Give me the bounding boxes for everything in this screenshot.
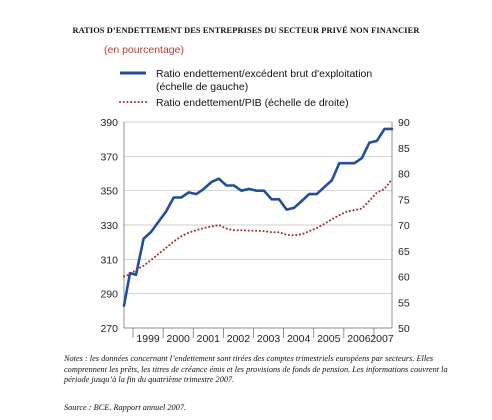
y-left-tick-label: 310 bbox=[100, 254, 118, 266]
axes: 270 290 310 330 350 370 390 50 55 60 65 70 75 80 85 90 1… bbox=[100, 117, 409, 345]
x-tick-label: 2006 bbox=[347, 333, 371, 345]
series-line-1 bbox=[122, 127, 394, 308]
legend-label-1-line2: (échelle de gauche) bbox=[156, 81, 248, 93]
x-tick-label: 2002 bbox=[227, 333, 251, 345]
y-left-tick-label: 350 bbox=[100, 186, 118, 198]
x-tick-label: 2004 bbox=[287, 333, 311, 345]
y-right-tick-label: 65 bbox=[398, 246, 410, 258]
y-right-tick-label: 80 bbox=[398, 169, 410, 181]
y-right-tick-label: 70 bbox=[398, 220, 410, 232]
y-left-tick-label: 330 bbox=[100, 220, 118, 232]
legend: Ratio endettement/excédent brut d'exploi… bbox=[119, 68, 372, 109]
series-group bbox=[122, 127, 394, 308]
legend-label-2: Ratio endettement/PIB (échelle de droite… bbox=[156, 97, 349, 109]
chart-svg: (en pourcentage) Ratio endettement/excéd… bbox=[100, 44, 409, 345]
series-line-2 bbox=[123, 178, 393, 278]
x-tick-label: 2003 bbox=[257, 333, 281, 345]
x-tick-label: 1999 bbox=[136, 333, 160, 345]
x-tick-label: 2000 bbox=[167, 333, 191, 345]
y-left-tick-label: 270 bbox=[100, 323, 118, 335]
y-right-tick-label: 85 bbox=[398, 143, 410, 155]
y-right-tick-label: 90 bbox=[398, 117, 410, 129]
y-left-tick-label: 390 bbox=[100, 117, 118, 129]
chart-subtitle: (en pourcentage) bbox=[104, 44, 184, 56]
y-right-tick-label: 55 bbox=[398, 297, 410, 309]
chart-title: RATIOS D’ENDETTEMENT DES ENTREPRISES DU … bbox=[72, 26, 420, 35]
y-right-tick-label: 75 bbox=[398, 194, 410, 206]
x-tick-label: 2007 bbox=[370, 333, 394, 345]
chart-notes: Notes : les données concernant l’endette… bbox=[64, 354, 448, 385]
x-tick-label: 2001 bbox=[197, 333, 221, 345]
y-right-tick-label: 50 bbox=[398, 323, 410, 335]
y-left-tick-label: 290 bbox=[100, 289, 118, 301]
chart-source: Source : BCE. Rapport annuel 2007. bbox=[64, 403, 187, 412]
legend-label-1: Ratio endettement/excédent brut d'exploi… bbox=[156, 68, 372, 80]
y-left-tick-label: 370 bbox=[100, 151, 118, 163]
y-right-tick-label: 60 bbox=[398, 272, 410, 284]
grid bbox=[124, 121, 392, 329]
x-tick-label: 2005 bbox=[317, 333, 341, 345]
